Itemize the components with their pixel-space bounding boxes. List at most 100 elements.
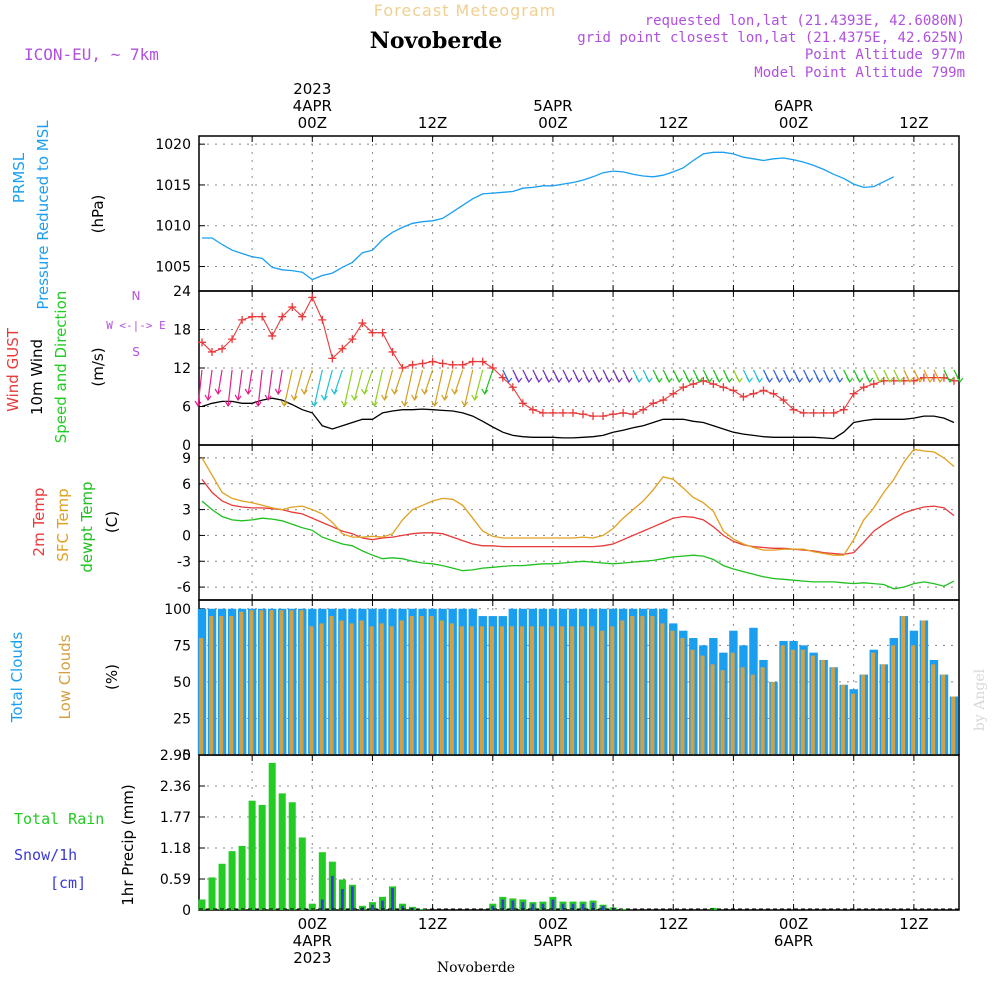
wind-direction-arrow: [712, 369, 723, 383]
snow-bar: [541, 903, 545, 910]
low-cloud-bar: [469, 626, 474, 755]
top-time-label: 6APR: [774, 97, 813, 115]
low-cloud-bar: [329, 616, 334, 755]
bottom-time-label: 6APR: [774, 932, 813, 950]
low-cloud-bar: [399, 620, 404, 755]
sfc-temp-label: SFC Temp: [54, 488, 72, 561]
snow-bar: [491, 905, 495, 910]
low-cloud-bar: [289, 610, 294, 755]
y-tick-label: 1.18: [160, 841, 191, 857]
pressure-label: PRMSL: [10, 152, 28, 203]
snow-bar: [381, 900, 384, 910]
rain-label: Total Rain: [14, 810, 104, 828]
gust-point: [599, 412, 608, 421]
wind-direction-arrow: [883, 369, 894, 383]
wind-direction-arrow: [350, 369, 364, 401]
y-tick-label: 1005: [155, 260, 191, 276]
top-time-label: 4APR: [293, 97, 332, 115]
wind-direction-arrow: [682, 369, 693, 383]
grid-point-coords: grid point closest lon,lat (21.4375E, 42…: [577, 30, 965, 46]
top-time-label: 00Z: [538, 114, 567, 132]
gust-point: [338, 344, 347, 353]
wind-direction-arrow: [662, 369, 673, 383]
wind-direction-arrow: [244, 369, 253, 395]
gust-point: [568, 408, 577, 417]
wind-direction-arrow: [803, 369, 814, 383]
wind-direction-arrow: [441, 369, 454, 401]
wind-direction-arrow: [762, 369, 773, 383]
y-tick-label: 9: [182, 451, 191, 467]
gust-point: [428, 357, 437, 366]
low-cloud-bar: [630, 616, 635, 755]
gust-point: [368, 328, 377, 337]
pressure-frame: [198, 135, 960, 292]
wind-direction-arrow: [853, 369, 864, 383]
snow-bar: [501, 899, 505, 910]
low-cloud-bar: [269, 610, 274, 755]
wind-direction-arrow: [214, 369, 223, 395]
gust-point: [458, 360, 467, 369]
gust-line: [201, 296, 955, 417]
y-tick-label: 12: [173, 361, 191, 377]
wind-direction-arrow: [783, 369, 794, 383]
wind-direction-arrow: [411, 369, 424, 401]
snow-label: Snow/1h: [14, 846, 77, 864]
gust-point: [739, 392, 748, 401]
gust-point: [318, 315, 327, 324]
low-cloud-bar: [359, 620, 364, 755]
rain-bar: [298, 837, 306, 910]
wind-direction-arrow: [702, 369, 713, 383]
y-tick-label: 1.77: [160, 810, 191, 826]
low-cloud-bar: [530, 626, 535, 755]
watermark: by Angel: [972, 668, 988, 731]
low-cloud-bar: [650, 616, 655, 755]
gust-point: [478, 357, 487, 366]
gust-point: [358, 319, 367, 328]
low-cloud-bar: [700, 655, 705, 755]
wind-direction-arrow: [300, 369, 313, 395]
top-time-label: 2023: [293, 80, 331, 98]
gust-point: [288, 303, 297, 312]
low-cloud-bar: [901, 616, 906, 755]
gust-point: [609, 410, 618, 419]
low-cloud-bar: [570, 626, 575, 755]
low-cloud-bar: [389, 626, 394, 755]
y-tick-label: 0: [182, 748, 191, 764]
snow-bar: [551, 899, 555, 910]
model-altitude: Model Point Altitude 799m: [754, 65, 965, 81]
wind-direction-arrow: [461, 369, 474, 407]
y-tick-label: 75: [173, 638, 191, 654]
wind-direction-arrow: [532, 369, 543, 383]
low-cloud-bar: [580, 626, 585, 755]
gust-point: [278, 312, 287, 321]
wind-direction-arrow: [652, 369, 663, 383]
temp-line-1: [201, 448, 955, 556]
gust-point: [819, 408, 828, 417]
rain-bar: [278, 793, 286, 910]
wind-direction-arrow: [873, 369, 884, 383]
wind-direction-arrow: [612, 369, 623, 383]
wind-label: 10m Wind: [28, 339, 46, 415]
y-tick-label: 1010: [155, 219, 191, 235]
low-cloud-bar: [419, 616, 424, 755]
y-tick-label: 0: [182, 528, 191, 544]
low-cloud-bar: [349, 623, 354, 755]
wind-direction-arrow: [752, 369, 763, 383]
wind-panel: 0 6 12 18 24 Wind GUST 10m Wind Speed and Direc…: [4, 284, 964, 454]
snow-bar: [340, 888, 344, 910]
wind-direction-arrow: [421, 369, 434, 395]
rain-bar: [288, 802, 296, 910]
wind-direction-arrow: [732, 369, 743, 383]
wind-direction-arrow: [481, 369, 494, 395]
rain-bar: [228, 851, 236, 910]
low-cloud-bar: [690, 649, 695, 755]
snow-bar: [511, 900, 515, 910]
pressure-label: Pressure Reduced to MSL: [34, 120, 52, 310]
gust-point: [689, 380, 698, 389]
wind-direction-arrow: [194, 369, 203, 407]
low-cloud-bar: [800, 649, 805, 755]
wind-direction-arrow: [224, 369, 233, 407]
gust-point: [388, 347, 397, 356]
temp-line-2: [201, 500, 955, 590]
wind-direction-arrow: [692, 369, 703, 383]
